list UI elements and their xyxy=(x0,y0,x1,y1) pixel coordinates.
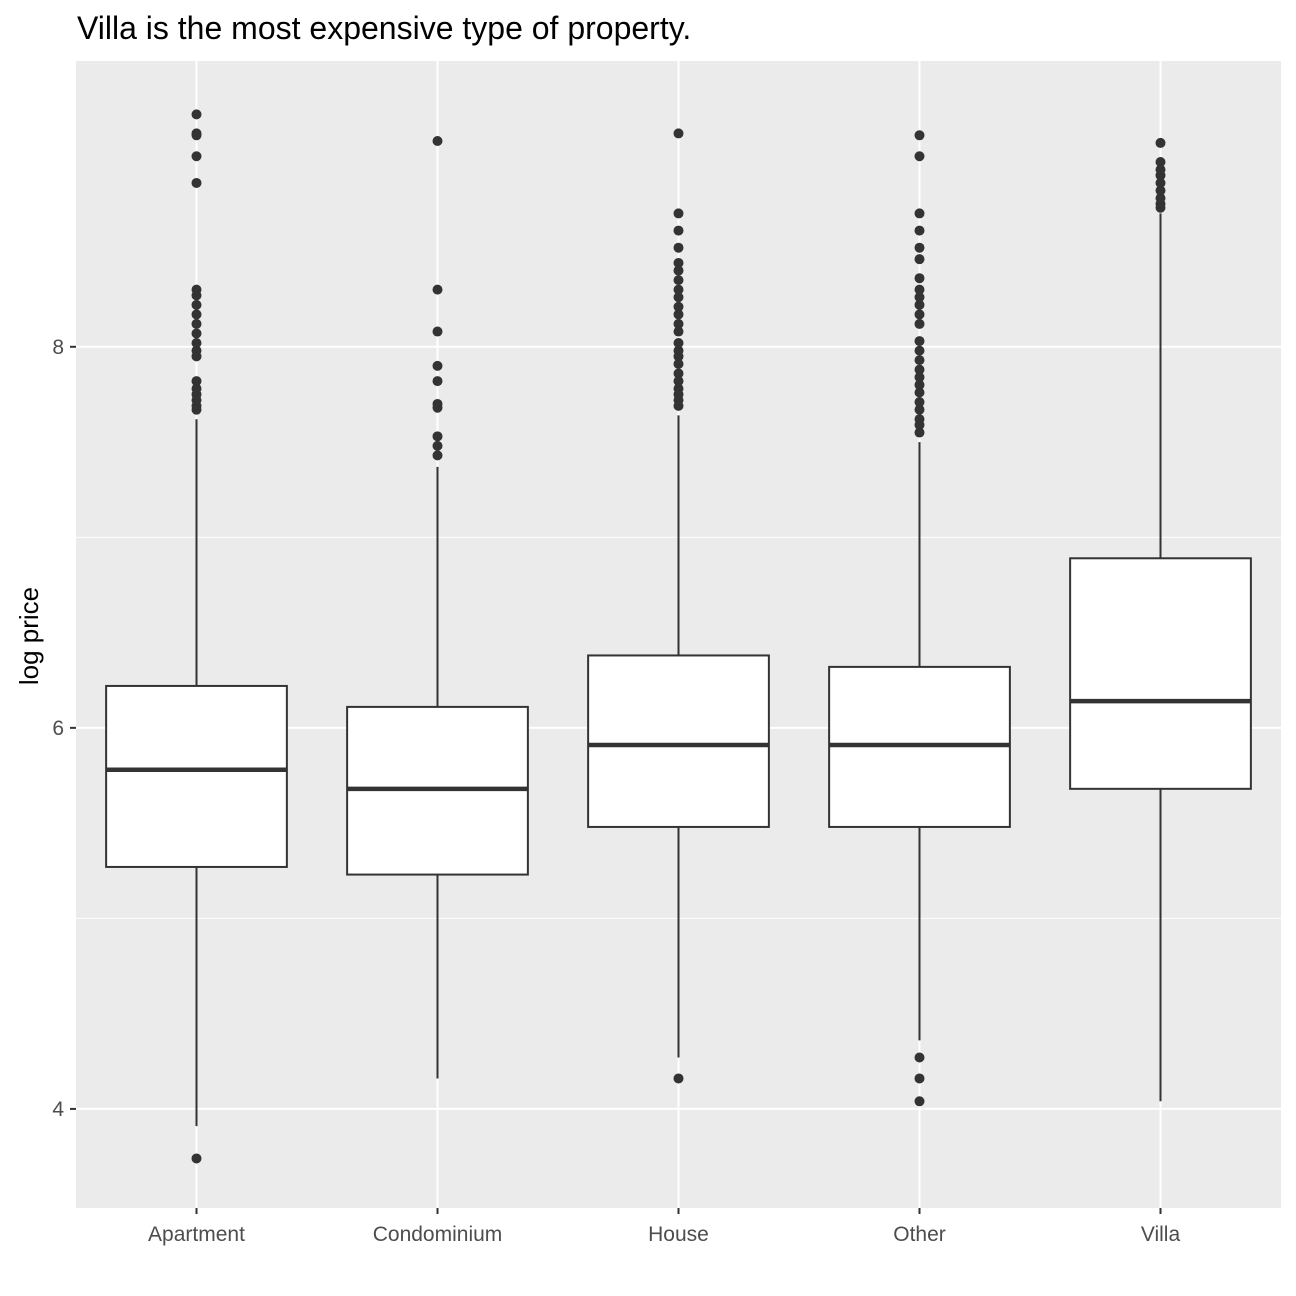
outlier-point xyxy=(914,1096,925,1107)
outlier-point xyxy=(191,109,202,120)
outlier-point xyxy=(914,379,925,390)
outlier-point xyxy=(673,292,684,303)
outlier-point xyxy=(432,376,443,387)
outlier-point xyxy=(673,376,684,387)
outlier-point xyxy=(914,427,925,438)
outlier-point xyxy=(673,275,684,286)
x-tick-label: Apartment xyxy=(148,1223,245,1246)
outlier-point xyxy=(191,376,202,387)
outlier-point xyxy=(432,398,443,409)
outlier-point xyxy=(914,387,925,398)
outlier-point xyxy=(191,337,202,348)
outlier-point xyxy=(191,309,202,320)
outlier-point xyxy=(914,404,925,415)
outlier-point xyxy=(432,136,443,147)
box-apartment xyxy=(105,109,288,1164)
y-tick-label: 4 xyxy=(52,1098,64,1121)
outlier-point xyxy=(1155,164,1166,175)
outlier-point xyxy=(914,151,925,162)
outlier-point xyxy=(673,208,684,219)
outlier-point xyxy=(673,242,684,253)
outlier-point xyxy=(914,284,925,295)
y-tick-label: 6 xyxy=(52,717,64,740)
outlier-point xyxy=(191,328,202,339)
outlier-point xyxy=(914,364,925,375)
outlier-point xyxy=(673,301,684,312)
outlier-point xyxy=(673,225,684,236)
outlier-point xyxy=(914,1052,925,1063)
outlier-point xyxy=(191,345,202,356)
outlier-point xyxy=(673,128,684,139)
iqr-box xyxy=(587,654,770,828)
y-tick-label: 8 xyxy=(52,336,64,359)
outlier-point xyxy=(673,284,684,295)
outlier-point xyxy=(191,177,202,188)
outlier-point xyxy=(432,360,443,371)
outlier-point xyxy=(1155,185,1166,196)
box-house xyxy=(587,128,770,1084)
x-tick-label: Villa xyxy=(1141,1223,1181,1246)
y-axis-label: log price xyxy=(14,587,44,685)
outlier-point xyxy=(914,372,925,383)
outlier-point xyxy=(914,1073,925,1084)
outlier-point xyxy=(191,299,202,310)
outlier-point xyxy=(673,265,684,276)
outlier-point xyxy=(673,358,684,369)
outlier-point xyxy=(1155,193,1166,204)
outlier-point xyxy=(914,355,925,366)
box-condominium xyxy=(346,136,529,1079)
y-axis: 4 6 8 xyxy=(52,336,76,1121)
outlier-point xyxy=(673,1073,684,1084)
box-other xyxy=(828,130,1011,1107)
outlier-point xyxy=(914,397,925,408)
outlier-point xyxy=(191,383,202,394)
outlier-point xyxy=(914,242,925,253)
outlier-point xyxy=(914,208,925,219)
outlier-point xyxy=(914,130,925,141)
outlier-point xyxy=(432,440,443,451)
outlier-point xyxy=(914,336,925,347)
outlier-point xyxy=(191,1153,202,1164)
outlier-point xyxy=(673,368,684,379)
outlier-point xyxy=(673,383,684,394)
outlier-point xyxy=(191,151,202,162)
iqr-box xyxy=(1069,557,1252,790)
outlier-point xyxy=(914,309,925,320)
outlier-point xyxy=(914,254,925,265)
outlier-point xyxy=(432,284,443,295)
x-tick-label: House xyxy=(648,1223,709,1246)
outlier-point xyxy=(914,318,925,329)
outlier-point xyxy=(914,345,925,356)
iqr-box xyxy=(105,684,288,868)
x-tick-label: Condominium xyxy=(373,1223,503,1246)
outlier-point xyxy=(673,318,684,329)
outlier-point xyxy=(673,345,684,356)
outlier-point xyxy=(191,318,202,329)
outlier-point xyxy=(1155,156,1166,167)
outlier-point xyxy=(673,337,684,348)
outlier-point xyxy=(1155,137,1166,148)
box-villa xyxy=(1069,137,1252,1102)
outlier-point xyxy=(673,257,684,268)
outlier-point xyxy=(432,326,443,337)
chart-title: Villa is the most expensive type of prop… xyxy=(77,10,692,46)
x-axis: Apartment Condominium House Other Villa xyxy=(148,1208,1180,1246)
outlier-point xyxy=(191,128,202,139)
x-tick-label: Other xyxy=(893,1223,946,1246)
outlier-point xyxy=(1155,177,1166,188)
outlier-point xyxy=(914,414,925,425)
outlier-point xyxy=(914,273,925,284)
outlier-point xyxy=(432,431,443,442)
outlier-point xyxy=(914,299,925,310)
box-series xyxy=(105,109,1252,1164)
outlier-point xyxy=(673,309,684,320)
outlier-point xyxy=(914,292,925,303)
outlier-point xyxy=(914,225,925,236)
outlier-point xyxy=(673,326,684,337)
outlier-point xyxy=(432,450,443,461)
outlier-point xyxy=(191,284,202,295)
